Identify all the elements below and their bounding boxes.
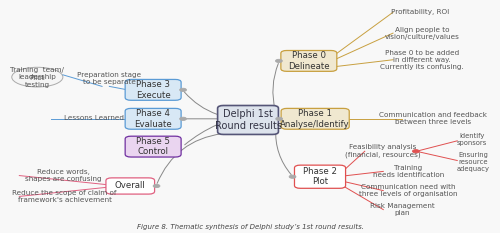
Text: Reduce words,
shapes are confusing: Reduce words, shapes are confusing [25, 169, 102, 182]
Circle shape [276, 59, 282, 62]
Text: Preparation stage
to be separate: Preparation stage to be separate [78, 72, 142, 85]
Text: Profitability, ROI: Profitability, ROI [390, 9, 449, 15]
Circle shape [180, 117, 186, 120]
Text: Communication and feedback
between three levels: Communication and feedback between three… [379, 112, 487, 125]
Text: Phase 3
Execute: Phase 3 Execute [136, 80, 170, 99]
FancyBboxPatch shape [125, 136, 181, 157]
Text: Lessons Learned: Lessons Learned [64, 115, 124, 121]
Circle shape [412, 150, 420, 153]
Text: Risk Management
plan: Risk Management plan [370, 203, 434, 216]
FancyArrowPatch shape [276, 129, 291, 175]
Text: Phase 2
Plot: Phase 2 Plot [303, 167, 337, 186]
Circle shape [289, 175, 296, 178]
Text: Phase 4
Evaluate: Phase 4 Evaluate [134, 109, 172, 129]
FancyBboxPatch shape [281, 51, 337, 71]
Text: Phase 0 to be added
in different way.
Currently its confusing.: Phase 0 to be added in different way. Cu… [380, 50, 464, 70]
Text: Phase 0
Delineate: Phase 0 Delineate [288, 51, 330, 71]
FancyBboxPatch shape [125, 79, 181, 100]
Text: Training
needs identification: Training needs identification [373, 165, 444, 178]
Text: Delphi 1st
Round results: Delphi 1st Round results [214, 109, 282, 131]
Ellipse shape [12, 67, 63, 87]
FancyArrowPatch shape [184, 92, 218, 114]
FancyBboxPatch shape [281, 108, 349, 129]
Text: Identify
sponsors: Identify sponsors [456, 133, 487, 146]
FancyArrowPatch shape [273, 63, 278, 110]
Text: Training  team/
leadership: Training team/ leadership [10, 67, 64, 80]
FancyArrowPatch shape [157, 134, 222, 183]
Text: Phase 5
Control: Phase 5 Control [136, 137, 170, 156]
Text: Phase 1
Analyse/Identify: Phase 1 Analyse/Identify [280, 109, 350, 129]
Text: Reduce the scope of claim of
framework's achievement: Reduce the scope of claim of framework's… [12, 190, 117, 203]
Text: Pilot
testing: Pilot testing [25, 75, 50, 88]
FancyBboxPatch shape [106, 178, 154, 194]
FancyArrowPatch shape [184, 125, 218, 145]
Circle shape [153, 184, 160, 188]
Text: Ensuring
resource
adequacy: Ensuring resource adequacy [457, 152, 490, 172]
Text: Align people to
vision/culture/values: Align people to vision/culture/values [385, 27, 460, 40]
Text: Feasibility analysis
(financial, resources): Feasibility analysis (financial, resourc… [345, 144, 420, 158]
Circle shape [276, 117, 282, 120]
FancyBboxPatch shape [125, 108, 181, 129]
Text: Communication need with
three levels of organisation: Communication need with three levels of … [360, 184, 458, 197]
Text: Figure 8. Thematic synthesis of Delphi study’s 1st round results.: Figure 8. Thematic synthesis of Delphi s… [137, 224, 364, 230]
FancyBboxPatch shape [218, 106, 278, 134]
FancyBboxPatch shape [294, 165, 346, 188]
Text: Overall: Overall [115, 182, 146, 191]
Circle shape [180, 88, 186, 92]
